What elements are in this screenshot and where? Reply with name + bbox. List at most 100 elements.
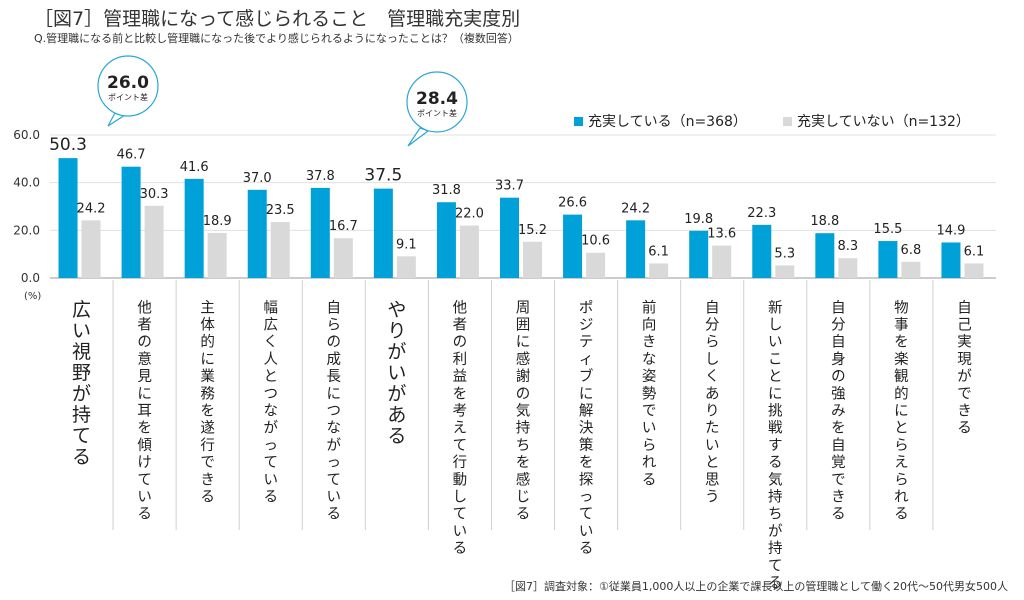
category-label: ポジティブに解決策を探っている (579, 299, 594, 557)
y-axis: 0.0 20.0 40.0 60.0 (%) (13, 128, 41, 302)
legend-swatch-not-fulfilled (783, 117, 792, 126)
bar-fulfilled (563, 214, 583, 278)
bar-not-fulfilled (396, 256, 416, 278)
value-labels: 50.3 24.2 46.7 30.3 41.6 18.9 37.0 23.5 37.8 16.7… (49, 135, 984, 261)
data-label: 19.8 (684, 212, 713, 227)
category-label: 主体的に業務を遂行できる (200, 299, 215, 505)
data-label: 33.7 (495, 179, 524, 194)
category-label: 広い視野が持てる (72, 299, 91, 468)
legend-label: 充実していない（n=132） (797, 114, 970, 130)
legend-label: 充実している（n=368） (588, 114, 747, 130)
bar-fulfilled (373, 188, 393, 278)
category-label: やりがいがある (387, 299, 406, 447)
bar-not-fulfilled (144, 205, 164, 278)
callout-bubble (97, 55, 159, 117)
bar-fulfilled (815, 233, 835, 278)
data-label: 9.1 (396, 237, 417, 252)
data-label: 37.8 (306, 169, 335, 184)
bar-not-fulfilled (333, 238, 353, 278)
bar-fulfilled (121, 166, 141, 278)
category-label: 周囲に感謝の気持ちを感じる (516, 300, 531, 522)
data-label: 50.3 (49, 135, 87, 155)
bar-not-fulfilled (649, 263, 669, 278)
bar-not-fulfilled (523, 241, 542, 278)
data-label: 26.6 (558, 196, 587, 211)
data-label: 22.3 (747, 206, 776, 221)
data-label: 37.0 (243, 171, 272, 186)
callout-label: ポイント差 (417, 108, 457, 118)
callout-bubble (406, 71, 468, 133)
data-label: 23.5 (266, 203, 295, 218)
bar-not-fulfilled (775, 265, 795, 278)
category-label: 前向きな姿勢でいられる (642, 299, 657, 488)
y-unit-label: (%) (24, 291, 41, 302)
data-label: 46.7 (117, 148, 146, 163)
y-tick-label: 40.0 (13, 176, 40, 190)
data-label: 6.8 (901, 243, 922, 258)
data-label: 6.1 (648, 244, 669, 259)
category-label: 自分らしくありたいと思う (705, 299, 720, 505)
bar-not-fulfilled (712, 245, 732, 278)
gridlines (50, 134, 996, 530)
data-label: 22.0 (455, 207, 484, 222)
bar-not-fulfilled (459, 225, 479, 278)
data-label: 24.2 (77, 201, 106, 216)
bar-fulfilled (247, 189, 267, 278)
category-labels: 広い視野が持てる 他者の意見に耳を傾けている 主体的に業務を遂行できる 幅広く人とつな… (72, 299, 972, 591)
category-label: 自己実現ができる (957, 299, 972, 436)
y-tick-label: 0.0 (21, 271, 40, 285)
callout-value: 28.4 (416, 89, 458, 109)
data-label: 18.8 (810, 214, 839, 229)
data-label: 5.3 (774, 246, 795, 261)
data-label: 10.6 (581, 234, 610, 249)
bar-fulfilled (941, 242, 961, 278)
data-label: 24.2 (621, 201, 650, 216)
category-label: 自らの成長につながっている (327, 299, 342, 522)
bar-not-fulfilled (586, 252, 606, 278)
data-label: 6.1 (964, 244, 985, 259)
bar-not-fulfilled (207, 232, 227, 278)
category-label: 物事を楽観的にとらえられる (894, 299, 909, 522)
bar-fulfilled (752, 224, 772, 278)
bar-not-fulfilled (901, 261, 921, 278)
bar-fulfilled (184, 178, 204, 278)
bar-fulfilled (58, 158, 78, 278)
bar-fulfilled (689, 230, 709, 278)
bar-not-fulfilled (270, 221, 290, 278)
legend-swatch-fulfilled (574, 117, 583, 126)
data-label: 30.3 (140, 187, 169, 202)
footnote: ［図7］調査対象：①従業員1,000人以上の企業で課長以上の管理職として働く20… (503, 580, 1008, 593)
data-label: 16.7 (329, 219, 358, 234)
bar-not-fulfilled (838, 258, 858, 278)
legend: 充実している（n=368） 充実していない（n=132） (574, 114, 970, 130)
data-label: 31.8 (432, 183, 461, 198)
callout-value: 26.0 (107, 73, 149, 93)
bar-fulfilled (878, 241, 898, 278)
category-label: 他者の意見に耳を傾けている (137, 299, 152, 522)
y-tick-label: 60.0 (13, 128, 40, 142)
data-label: 15.5 (873, 222, 902, 237)
bar-fulfilled (626, 220, 646, 278)
data-label: 15.2 (518, 223, 547, 238)
chart-subtitle: Q.管理職になる前と比較し管理職になった後でより感じられるようになったことは？（… (34, 32, 519, 45)
chart-title: ［図7］管理職になって感じられること 管理職充実度別 (34, 8, 521, 30)
category-label: 自分自身の強みを自覚できる (831, 299, 846, 522)
data-label: 37.5 (364, 166, 402, 186)
callout-label: ポイント差 (108, 92, 148, 102)
category-label: 幅広く人とつながっている (263, 299, 278, 505)
data-label: 41.6 (180, 160, 209, 175)
callout-tail (407, 127, 430, 147)
category-label: 他者の利益を考えて行動している (453, 299, 468, 557)
bar-fulfilled (310, 187, 330, 278)
data-label: 8.3 (837, 239, 858, 254)
bar-not-fulfilled (81, 220, 101, 278)
bars (58, 158, 984, 278)
data-label: 14.9 (936, 223, 965, 238)
bar-fulfilled (500, 197, 519, 278)
bar-not-fulfilled (964, 263, 984, 278)
bar-fulfilled (436, 202, 456, 278)
y-tick-label: 20.0 (13, 223, 40, 237)
data-label: 18.9 (203, 214, 232, 229)
